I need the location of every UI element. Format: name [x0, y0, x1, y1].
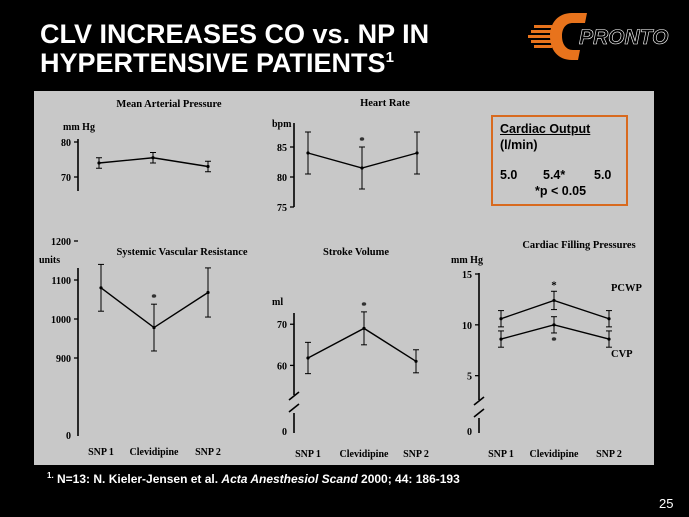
y-axis-label: ml [272, 297, 283, 308]
slide-title: CLV INCREASES CO vs. NP IN HYPERTENSIVE … [40, 20, 510, 78]
data-point [99, 286, 103, 290]
y-tick-label: 1000 [51, 315, 71, 326]
y-tick-label: 900 [56, 354, 71, 365]
data-point [607, 317, 611, 321]
y-zero-label: 0 [282, 427, 287, 438]
data-point [607, 337, 611, 341]
axis-break-mark [288, 391, 300, 401]
axis-break-mark [473, 396, 485, 406]
x-category-label: SNP 1 [295, 449, 321, 460]
data-point [499, 317, 503, 321]
y-zero-label: 0 [467, 427, 472, 438]
data-point [414, 359, 418, 363]
cardiac-output-unit: (l/min) [500, 138, 538, 152]
data-point [415, 151, 419, 155]
data-point [552, 298, 556, 303]
y-tick-label: 85 [277, 143, 287, 154]
x-category-label: SNP 2 [403, 449, 429, 460]
significance-star: * [151, 292, 157, 304]
x-category-label: SNP 1 [488, 449, 514, 460]
y-axis-label: units [39, 255, 60, 266]
chart-title: Mean Arterial Pressure [116, 99, 222, 110]
data-point [97, 161, 101, 165]
data-point [552, 323, 556, 327]
y-tick-label: 60 [277, 361, 287, 372]
significance-star: * [551, 279, 557, 291]
cardiac-output-note: *p < 0.05 [535, 184, 587, 198]
title-superscript: 1 [385, 49, 394, 66]
axis-break-mark [288, 403, 300, 413]
y-zero-label: 0 [66, 431, 71, 442]
series-label: CVP [611, 349, 633, 360]
footnote-journal: Acta Anesthesiol Scand [221, 472, 358, 486]
data-point [152, 325, 156, 330]
significance-star: * [551, 335, 557, 347]
y-tick-label: 70 [277, 320, 287, 331]
y-tick-label: 15 [462, 270, 472, 281]
title-line-2: HYPERTENSIVE PATIENTS [40, 48, 386, 78]
y-tick-label: 80 [277, 173, 287, 184]
y-axis-label: bpm [272, 119, 292, 130]
series-label: PCWP [611, 283, 642, 294]
cardiac-output-box: Cardiac Output (l/min) 5.0 5.4* 5.0 *p <… [491, 115, 628, 206]
footnote-post: 2000; 44: 186-193 [357, 472, 460, 486]
x-category-label: SNP 1 [88, 447, 114, 458]
y-tick-label: 10 [462, 321, 472, 332]
significance-star: * [359, 135, 365, 147]
cardiac-output-snp1: 5.0 [500, 168, 518, 182]
axis-break-mark [473, 408, 485, 418]
cardiac-output-clevidipine: 5.4* [543, 168, 566, 182]
footnote: 1. N=13: N. Kieler-Jensen et al. Acta An… [47, 471, 460, 486]
data-point [306, 151, 310, 155]
x-category-label: SNP 2 [195, 447, 221, 458]
x-category-label: Clevidipine [530, 449, 579, 460]
y-tick-label: 75 [277, 203, 287, 214]
data-point [206, 164, 210, 169]
charts-svg: Mean Arterial Pressure mm Hg 70 80 Heart Rat… [39, 98, 642, 460]
pronto-logo: PRONTO [528, 9, 678, 64]
cardiac-output-title: Cardiac Output [500, 122, 591, 136]
data-point [362, 326, 366, 330]
chart-title: Systemic Vascular Resistance [116, 247, 247, 258]
x-category-label: Clevidipine [340, 449, 389, 460]
chart-title: Stroke Volume [323, 247, 389, 258]
x-category-label: Clevidipine [130, 447, 179, 458]
data-point [151, 156, 155, 160]
data-point [206, 290, 210, 295]
y-tick-label: 1100 [52, 276, 71, 287]
y-tick-label: 5 [467, 372, 472, 383]
y-tick-label: 1200 [51, 237, 71, 248]
y-tick-label: 70 [61, 173, 71, 184]
footnote-pre: N=13: N. Kieler-Jensen et al. [53, 472, 222, 486]
x-category-label: SNP 2 [596, 449, 622, 460]
chart-title: Heart Rate [360, 98, 410, 109]
logo-text: PRONTO [579, 26, 668, 49]
y-tick-label: 80 [61, 138, 71, 149]
chart-title: Cardiac Filling Pressures [522, 240, 635, 251]
footnote-marker: 1. [47, 471, 54, 480]
y-axis-label: mm Hg [63, 122, 95, 133]
title-line-1: CLV INCREASES CO vs. NP IN [40, 19, 430, 49]
data-point [360, 166, 364, 170]
charts-panel: Mean Arterial Pressure mm Hg 70 80 Heart Rat… [34, 91, 654, 465]
page-number: 25 [659, 496, 674, 511]
data-point [306, 356, 310, 360]
cardiac-output-snp2: 5.0 [594, 168, 612, 182]
y-axis-label: mm Hg [451, 255, 483, 266]
data-point [499, 337, 503, 341]
significance-star: * [361, 300, 367, 312]
